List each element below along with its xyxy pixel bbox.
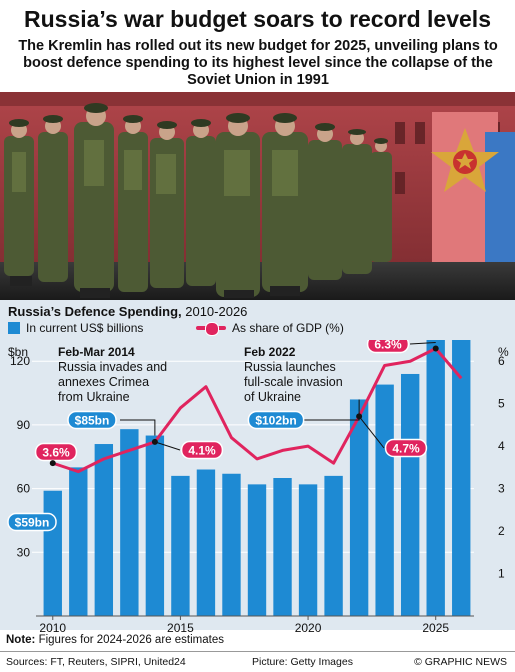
gdp-callout	[180, 440, 224, 460]
gdp-point-marker	[49, 460, 56, 467]
annotation-text: from Ukraine	[58, 390, 130, 404]
gdp-line	[52, 346, 463, 474]
x-tick-label: 2010	[39, 621, 66, 632]
legend-bars: In current US$ billions	[8, 321, 143, 335]
bar	[298, 484, 318, 616]
page-subtitle: The Kremlin has rolled out its new budge…	[18, 38, 498, 88]
x-tick-label: 2015	[167, 621, 194, 632]
gdp-callout	[34, 442, 78, 462]
gdp-point-marker	[356, 413, 363, 420]
annotation-text: annexes Crimea	[58, 375, 149, 389]
gdp-point-marker	[432, 345, 439, 352]
footer: Sources: FT, Reuters, SIPRI, United24 Pi…	[0, 651, 515, 672]
annotation-heading: Feb 2022	[244, 345, 296, 359]
parade-photo	[0, 92, 515, 300]
y2-tick-label: 3	[498, 482, 505, 496]
gdp-callout	[384, 438, 428, 458]
defence-spending-chart: 30 60 90 120$bn % 1 2 3 4 5 6 2010 2015 2020 2025 Feb-M…	[7, 340, 509, 632]
chart-title-range: 2010-2026	[181, 304, 248, 319]
y-tick-label: 30	[17, 545, 31, 559]
legend-line-swatch	[196, 322, 226, 336]
bar	[375, 384, 394, 616]
bar	[43, 490, 62, 616]
y2-tick-label: 6	[498, 354, 505, 368]
sources-text: Sources: FT, Reuters, SIPRI, United24	[6, 656, 186, 668]
annotation-text: Russia invades and	[58, 360, 167, 374]
gdp-callout-label: 6.3%	[374, 340, 402, 352]
value-callout-label: $59bn	[15, 516, 50, 530]
gdp-callout	[366, 340, 410, 354]
y2-tick-label: 1	[498, 567, 505, 581]
annotation-text: of Ukraine	[244, 390, 301, 404]
chart-title-text: Russia’s Defence Spending,	[8, 304, 182, 319]
value-callout	[67, 410, 117, 430]
footer-note: Note: Figures for 2024-2026 are estimate…	[6, 634, 224, 646]
bar	[69, 467, 88, 616]
bar	[349, 399, 369, 616]
x-tick-label: 2020	[295, 621, 322, 632]
picture-credit: Picture: Getty Images	[252, 656, 353, 668]
callout-leader	[304, 399, 360, 421]
y2-tick-label: 4	[498, 439, 505, 453]
bar	[426, 340, 445, 616]
graphic-news-credit: © GRAPHIC NEWS	[414, 656, 507, 668]
gdp-leader	[154, 441, 181, 451]
bar	[145, 435, 165, 616]
y-tick-label: 120	[10, 354, 30, 368]
gdp-point-marker	[151, 438, 158, 445]
bar	[273, 478, 292, 616]
note-label: Note:	[6, 634, 36, 646]
legend-bar-swatch	[8, 322, 20, 334]
annotation-text: Russia launches	[244, 360, 336, 374]
note-text: Figures for 2024-2026 are estimates	[35, 634, 224, 646]
bar	[247, 484, 267, 616]
gdp-leader	[409, 341, 436, 345]
legend-line: As share of GDP (%)	[196, 321, 344, 336]
gdp-callout-label: 4.7%	[392, 442, 420, 456]
annotation-heading: Feb-Mar 2014	[58, 345, 135, 359]
value-callout-label: $85bn	[75, 414, 110, 428]
legend-bars-label: In current US$ billions	[26, 321, 144, 335]
gdp-callout-label: 4.1%	[188, 444, 216, 458]
y-tick-label: 60	[17, 482, 31, 496]
value-callout	[247, 410, 305, 430]
chart-title: Russia’s Defence Spending, 2010-2026	[8, 304, 247, 319]
value-callout-label: $102bn	[255, 414, 296, 428]
bar	[400, 373, 420, 616]
bar	[222, 473, 241, 616]
value-callout	[7, 512, 57, 532]
gdp-callout-label: 3.6%	[42, 446, 70, 460]
page-title: Russia’s war budget soars to record leve…	[24, 6, 491, 32]
y2-tick-label: 2	[498, 524, 505, 538]
annotation-text: full-scale invasion	[244, 375, 343, 389]
legend-line-label: As share of GDP (%)	[232, 321, 344, 335]
y2-tick-label: 5	[498, 397, 505, 411]
bar	[171, 475, 190, 616]
x-tick-label: 2025	[422, 621, 449, 632]
gdp-leader	[358, 416, 385, 449]
bar	[120, 429, 139, 616]
y-tick-label: 90	[17, 418, 31, 432]
bar	[452, 340, 471, 616]
bar	[324, 475, 343, 616]
bar	[94, 444, 114, 616]
y2-axis-label: %	[498, 345, 509, 359]
callout-leader	[120, 419, 156, 436]
bar	[196, 469, 216, 616]
y-axis-label: $bn	[8, 345, 28, 359]
